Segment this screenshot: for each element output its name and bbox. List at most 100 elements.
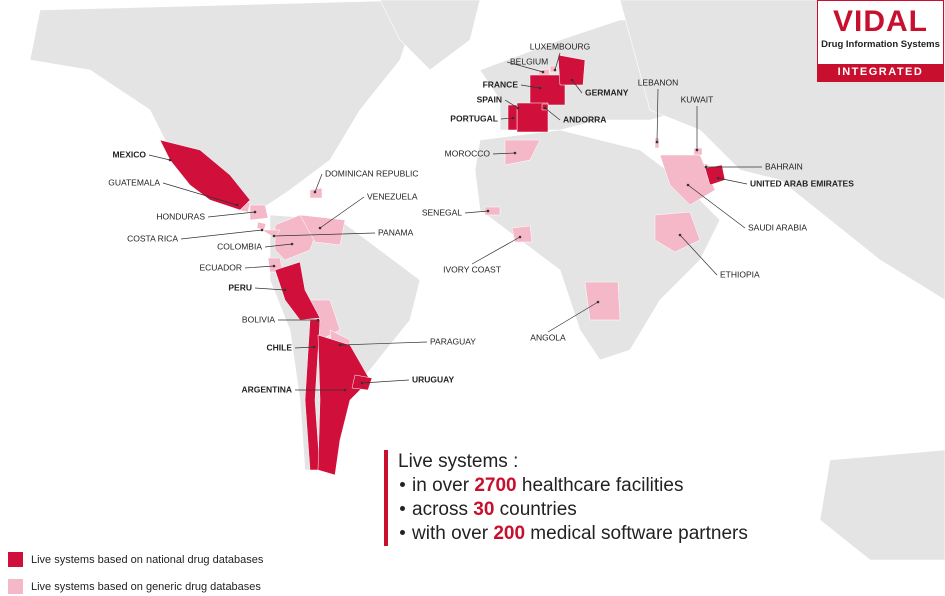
country-label: CHILE xyxy=(267,342,293,352)
leader-dot xyxy=(678,233,682,237)
leader-dot xyxy=(486,209,490,213)
leader-dot xyxy=(316,318,320,322)
country-label: VENEZUELA xyxy=(367,191,418,201)
bullet xyxy=(400,530,405,535)
country-label: MEXICO xyxy=(112,149,146,159)
logo: VIDAL Drug Information Systems INTEGRATE… xyxy=(817,0,944,82)
leader-dot xyxy=(235,203,239,207)
country-label: LUXEMBOURG xyxy=(530,41,590,51)
leader-line xyxy=(687,184,746,229)
leader-dot xyxy=(272,264,276,268)
leader-line xyxy=(273,232,376,237)
leader-line xyxy=(264,243,293,248)
leader-line xyxy=(554,52,561,71)
leader-line xyxy=(656,88,659,143)
leader-line xyxy=(492,152,516,155)
country-label: ETHIOPIA xyxy=(720,269,760,279)
greenland xyxy=(379,0,481,71)
legend-swatch xyxy=(8,552,23,567)
legend-item: Live systems based on national drug data… xyxy=(8,546,263,573)
leader-line xyxy=(180,229,263,240)
stats-number: 2700 xyxy=(474,475,517,496)
country-label: MOROCCO xyxy=(445,148,491,158)
leader-line xyxy=(500,117,514,120)
leader-line xyxy=(314,173,323,193)
leader-line xyxy=(464,210,489,214)
country-label: URUGUAY xyxy=(412,374,455,384)
country-label: ANGOLA xyxy=(530,332,566,342)
leader-dot xyxy=(704,165,708,169)
country-label: ECUADOR xyxy=(199,262,242,272)
stats-item: with over 200 medical software partners xyxy=(398,522,748,546)
country-shape xyxy=(274,261,321,321)
leader-dot xyxy=(168,158,172,162)
bullet xyxy=(400,482,405,487)
country-label: GUATEMALA xyxy=(108,177,160,187)
legend-item: Live systems based on generic drug datab… xyxy=(8,573,263,596)
stats-prefix: with over xyxy=(412,523,489,544)
stats: Live systems : in over 2700 healthcare f… xyxy=(384,450,748,546)
stats-suffix: countries xyxy=(499,499,577,520)
logo-tagline: Drug Information Systems xyxy=(821,39,940,50)
legend-swatch xyxy=(8,579,23,594)
country-shape xyxy=(484,206,501,216)
leader-line xyxy=(504,99,519,109)
leader-dot xyxy=(272,234,276,238)
country-label: FRANCE xyxy=(483,79,519,89)
country-label: GERMANY xyxy=(585,87,629,97)
country-shape xyxy=(557,54,586,86)
leader-line xyxy=(319,196,365,229)
leader-dot xyxy=(543,106,547,110)
bullet xyxy=(400,506,405,511)
leader-dot xyxy=(260,228,264,232)
leader-line xyxy=(471,236,521,265)
leader-dot xyxy=(570,78,574,82)
country-label: COLOMBIA xyxy=(217,241,262,251)
country-label: SPAIN xyxy=(477,94,502,104)
country-label: ARGENTINA xyxy=(241,384,292,394)
leader-dot xyxy=(596,300,600,304)
country-label: LEBANON xyxy=(638,77,679,87)
stats-suffix: medical software partners xyxy=(530,523,748,544)
leader-dot xyxy=(290,242,294,246)
stats-number: 200 xyxy=(493,523,526,544)
leader-dot xyxy=(518,235,522,239)
leader-line xyxy=(520,84,541,89)
leader-line xyxy=(162,182,238,206)
country-shape xyxy=(654,211,701,253)
leader-dot xyxy=(516,106,520,110)
logo-badge: INTEGRATED xyxy=(818,64,943,81)
leader-dot xyxy=(538,86,542,90)
country-shape xyxy=(659,154,716,206)
leader-dot xyxy=(541,70,545,74)
logo-brand: VIDAL xyxy=(833,5,928,38)
country-label: PANAMA xyxy=(378,227,414,237)
leader-dot xyxy=(338,343,342,347)
stats-suffix: healthcare facilities xyxy=(521,475,684,496)
leader-dot xyxy=(343,388,347,392)
australia xyxy=(819,449,945,561)
leader-line xyxy=(506,61,544,73)
leader-line xyxy=(547,301,599,333)
country-label: KUWAIT xyxy=(681,94,714,104)
leader-dot xyxy=(312,345,316,349)
country-label: BOLIVIA xyxy=(242,314,275,324)
country-shape xyxy=(693,147,703,156)
leader-line xyxy=(679,234,718,276)
country-shape xyxy=(704,164,726,186)
country-shape xyxy=(299,214,346,246)
leader-dot xyxy=(695,148,699,152)
country-label: HONDURAS xyxy=(156,211,205,221)
country-shape xyxy=(159,139,251,211)
legend-label: Live systems based on national drug data… xyxy=(31,553,264,566)
country-label: BELGIUM xyxy=(510,56,548,66)
country-label: UNITED ARAB EMIRATES xyxy=(750,178,854,188)
stats-prefix: across xyxy=(412,499,468,520)
country-shape xyxy=(511,225,533,243)
leader-dot xyxy=(318,226,322,230)
country-label: BAHRAIN xyxy=(765,161,803,171)
leader-dot xyxy=(283,288,287,292)
country-shape xyxy=(584,281,621,321)
country-label: ANDORRA xyxy=(563,114,606,124)
